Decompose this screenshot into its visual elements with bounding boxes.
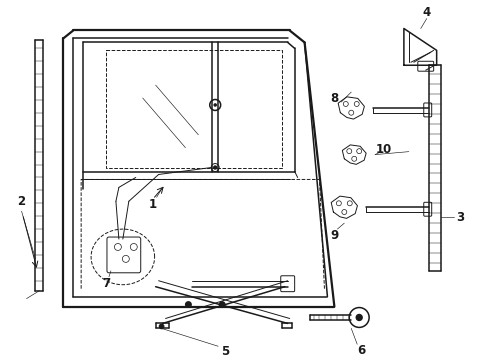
Text: 5: 5 (221, 345, 229, 358)
Text: 9: 9 (330, 229, 339, 242)
Text: 10: 10 (376, 143, 392, 156)
Text: 3: 3 (456, 211, 465, 224)
Circle shape (220, 302, 225, 307)
Circle shape (356, 315, 362, 320)
Text: 2: 2 (18, 195, 25, 208)
Text: 8: 8 (330, 91, 339, 104)
Circle shape (214, 103, 217, 107)
Circle shape (159, 324, 164, 329)
Text: 6: 6 (357, 344, 366, 357)
Text: 4: 4 (422, 6, 431, 19)
Circle shape (186, 302, 191, 307)
Circle shape (214, 166, 217, 169)
Text: 1: 1 (148, 198, 157, 211)
Text: 7: 7 (102, 277, 110, 290)
